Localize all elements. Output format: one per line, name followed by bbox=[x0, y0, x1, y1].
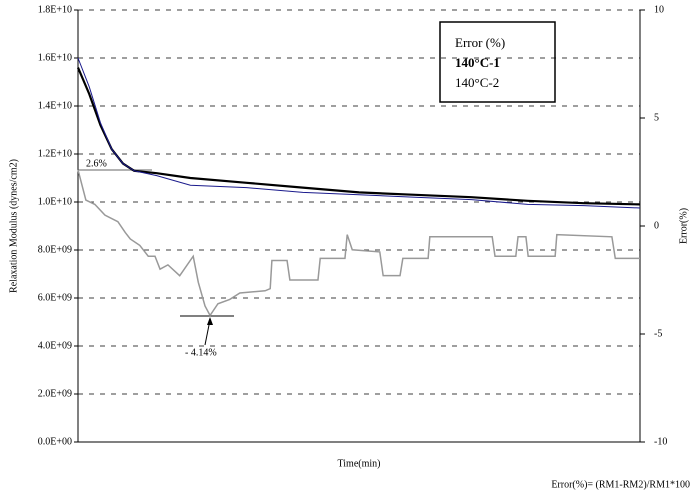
y-tick-label: 0.0E+00 bbox=[38, 436, 72, 447]
x-axis-label: Time(min) bbox=[338, 458, 381, 469]
y2-tick-label: 10 bbox=[654, 4, 664, 15]
legend-label: 140°C-2 bbox=[455, 75, 499, 90]
y-tick-label: 1.6E+10 bbox=[38, 52, 72, 63]
footnote: Error(%)= (RM1-RM2)/RM1*100 bbox=[551, 479, 690, 490]
y-tick-label: 1.2E+10 bbox=[38, 148, 72, 159]
y-tick-label: 1.8E+10 bbox=[38, 4, 72, 15]
y2-tick-label: -10 bbox=[654, 436, 667, 447]
y-tick-label: 6.0E+09 bbox=[38, 292, 72, 303]
series-line bbox=[77, 57, 641, 209]
y-tick-label: 2.0E+09 bbox=[38, 388, 72, 399]
annotation: 2.6% bbox=[86, 158, 107, 169]
annotation: - 4.14% bbox=[185, 347, 217, 358]
y2-axis-label: Error(%) bbox=[678, 208, 689, 244]
y-tick-label: 8.0E+09 bbox=[38, 244, 72, 255]
series-line bbox=[77, 169, 640, 317]
y2-tick-label: 0 bbox=[654, 220, 659, 231]
y-axis-label: Relaxation Modulus (dynes/cm2) bbox=[8, 159, 19, 293]
y2-tick-label: -5 bbox=[654, 328, 662, 339]
y-tick-label: 1.4E+10 bbox=[38, 100, 72, 111]
y-tick-label: 4.0E+09 bbox=[38, 340, 72, 351]
y-tick-label: 1.0E+10 bbox=[38, 196, 72, 207]
legend-label: Error (%) bbox=[455, 35, 505, 50]
legend-label: 140°C-1 bbox=[455, 55, 500, 70]
legend-box bbox=[439, 21, 556, 103]
arrow-head bbox=[207, 317, 213, 325]
y2-tick-label: 5 bbox=[654, 112, 659, 123]
